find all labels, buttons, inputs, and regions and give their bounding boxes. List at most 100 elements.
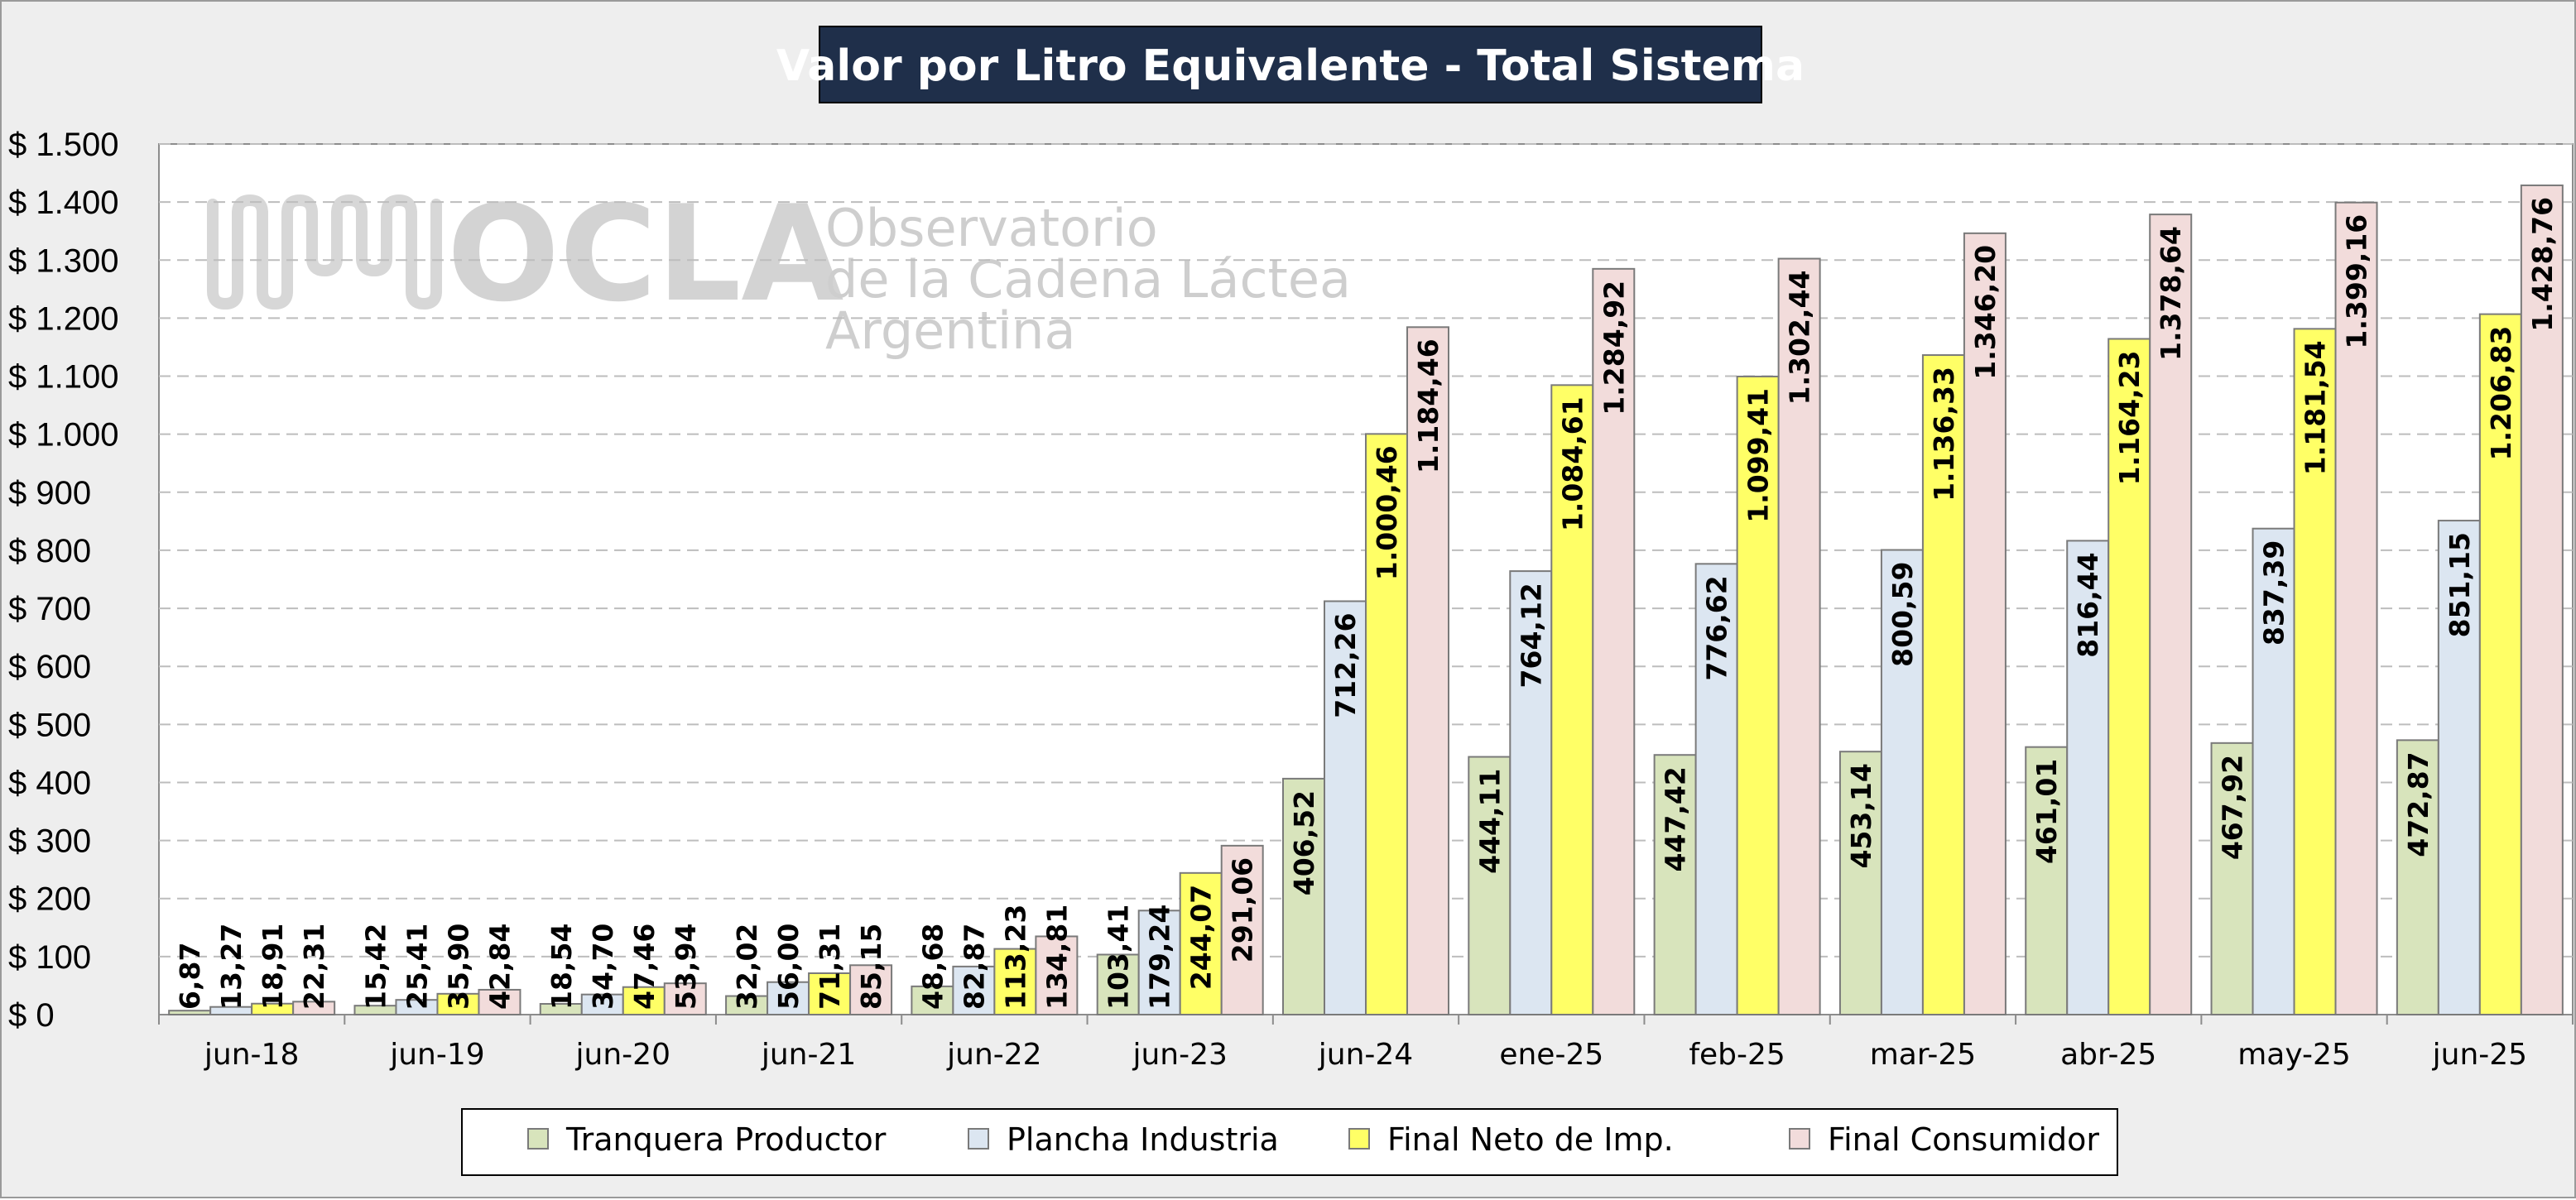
data-labels: 6,87 13,27 18,91 22,31 15,42 25,41 35,90 42,84 1… — [174, 197, 2559, 1010]
data-label-3-3: 85,15 — [855, 924, 887, 1010]
x-tick-label: jun-18 — [204, 1038, 299, 1072]
bar-3-0 — [292, 1001, 336, 1016]
data-label-3-4: 134,81 — [1040, 905, 1073, 1010]
bar-1-6 — [1324, 600, 1367, 1015]
bar-1-2 — [580, 993, 624, 1015]
y-tick-label: $ 400 — [8, 765, 91, 801]
bar-3-8 — [1777, 257, 1821, 1015]
legend-label-0: Tranquera Productor — [565, 1121, 887, 1158]
x-tick-label: jun-23 — [1132, 1038, 1227, 1072]
data-label-3-12: 1.428,76 — [2526, 197, 2559, 332]
bar-1-3 — [767, 981, 810, 1016]
bar-3-12 — [2520, 184, 2564, 1015]
bars — [168, 184, 2564, 1016]
bar-2-2 — [622, 986, 666, 1015]
bar-1-10 — [2066, 540, 2110, 1015]
x-tick-label: ene-25 — [1499, 1038, 1603, 1072]
bar-3-5 — [1220, 844, 1264, 1016]
legend-swatch-0 — [527, 1128, 549, 1150]
y-tick-label: $ 0 — [8, 997, 55, 1034]
data-label-2-5: 244,07 — [1185, 885, 1218, 990]
data-label-1-6: 712,26 — [1329, 612, 1362, 718]
data-label-3-6: 1.184,46 — [1412, 338, 1444, 473]
x-tick-label: jun-24 — [1318, 1038, 1413, 1072]
data-label-0-4: 48,68 — [916, 924, 949, 1010]
data-label-2-6: 1.000,46 — [1371, 445, 1403, 580]
data-label-1-2: 34,70 — [587, 924, 619, 1010]
data-label-1-1: 25,41 — [401, 924, 433, 1010]
bar-2-10 — [2107, 338, 2151, 1015]
data-label-2-10: 1.164,23 — [2113, 350, 2146, 485]
bar-2-3 — [808, 972, 852, 1015]
bar-0-6 — [1282, 777, 1325, 1015]
bar-1-11 — [2252, 527, 2295, 1015]
data-label-0-0: 6,87 — [174, 943, 206, 1010]
data-label-2-12: 1.206,83 — [2485, 326, 2517, 461]
legend-label-3: Final Consumidor — [1828, 1121, 2099, 1158]
bar-0-5 — [1096, 953, 1140, 1015]
y-tick-label: $ 1.100 — [8, 359, 118, 396]
data-label-2-3: 71,31 — [814, 924, 846, 1010]
data-label-2-1: 35,90 — [442, 924, 474, 1010]
data-label-1-10: 816,44 — [2072, 552, 2104, 657]
data-label-1-11: 837,39 — [2258, 540, 2290, 646]
data-label-0-12: 472,87 — [2402, 751, 2434, 857]
bar-1-9 — [1880, 549, 1924, 1015]
title-box — [819, 26, 1762, 103]
bar-1-12 — [2437, 520, 2481, 1015]
y-tick-label: $ 100 — [8, 939, 91, 976]
bar-3-1 — [478, 988, 521, 1015]
data-label-1-5: 179,24 — [1144, 905, 1176, 1010]
bar-3-9 — [1963, 232, 2006, 1016]
watermark-line2: de la Cadena Láctea — [825, 249, 1351, 310]
bar-0-10 — [2025, 746, 2069, 1016]
bar-2-8 — [1736, 375, 1780, 1015]
bar-3-11 — [2334, 201, 2378, 1015]
y-tick-label: $ 200 — [8, 881, 91, 918]
bar-3-7 — [1592, 267, 1636, 1015]
data-label-0-9: 453,14 — [1845, 763, 1877, 868]
bar-2-4 — [993, 948, 1037, 1015]
data-label-1-7: 764,12 — [1515, 583, 1547, 688]
data-label-0-6: 406,52 — [1288, 790, 1320, 895]
x-axis-tick-labels: jun-18 jun-19 jun-20 jun-21 jun-22 jun-23 jun-… — [158, 1015, 2574, 1072]
y-tick-label: $ 1.300 — [8, 242, 118, 279]
bar-3-3 — [849, 964, 893, 1016]
data-label-1-4: 82,87 — [958, 924, 990, 1010]
legend-label-1: Plancha Industria — [1007, 1121, 1279, 1158]
x-tick-label: jun-21 — [761, 1038, 856, 1072]
y-tick-label: $ 1.500 — [8, 127, 118, 163]
data-label-2-8: 1.099,41 — [1742, 388, 1775, 523]
data-label-3-5: 291,06 — [1227, 857, 1259, 962]
data-label-3-11: 1.399,16 — [2341, 214, 2373, 349]
watermark-line3: Argentina — [825, 300, 1075, 361]
data-label-0-5: 103,41 — [1103, 905, 1135, 1010]
y-tick-label: $ 1.400 — [8, 185, 118, 221]
bar-2-5 — [1179, 871, 1223, 1015]
data-label-3-7: 1.284,92 — [1598, 281, 1630, 415]
bar-0-12 — [2396, 739, 2439, 1016]
data-label-1-8: 776,62 — [1701, 575, 1733, 680]
y-tick-label: $ 1.000 — [8, 417, 118, 454]
bar-3-4 — [1035, 935, 1079, 1015]
data-label-2-4: 113,23 — [999, 905, 1031, 1010]
bar-1-7 — [1509, 570, 1553, 1015]
x-tick-label: jun-25 — [2432, 1038, 2527, 1072]
x-tick-label: mar-25 — [1870, 1038, 1976, 1072]
bar-3-2 — [663, 982, 707, 1015]
data-label-1-12: 851,15 — [2444, 532, 2476, 637]
x-tick-label: jun-19 — [389, 1038, 484, 1072]
watermark-line1: Observatorio — [825, 198, 1158, 258]
data-label-3-0: 22,31 — [298, 924, 330, 1010]
x-tick-label: feb-25 — [1689, 1038, 1785, 1072]
y-tick-label: $ 900 — [8, 475, 91, 511]
y-tick-label: $ 1.200 — [8, 300, 118, 337]
bar-0-11 — [2210, 742, 2254, 1015]
data-label-3-9: 1.346,20 — [1969, 245, 2002, 380]
y-axis-tick-labels: $ 0 $ 100 $ 200 $ 300 $ 400 $ 500 $ 600 $ 700 $ … — [8, 127, 118, 1034]
data-label-0-8: 447,42 — [1660, 766, 1692, 871]
data-label-1-0: 13,27 — [215, 924, 248, 1010]
chart-title: Valor por Litro Equivalente - Total Sist… — [776, 41, 1805, 91]
watermark-logo-text: OCLA — [447, 176, 843, 331]
